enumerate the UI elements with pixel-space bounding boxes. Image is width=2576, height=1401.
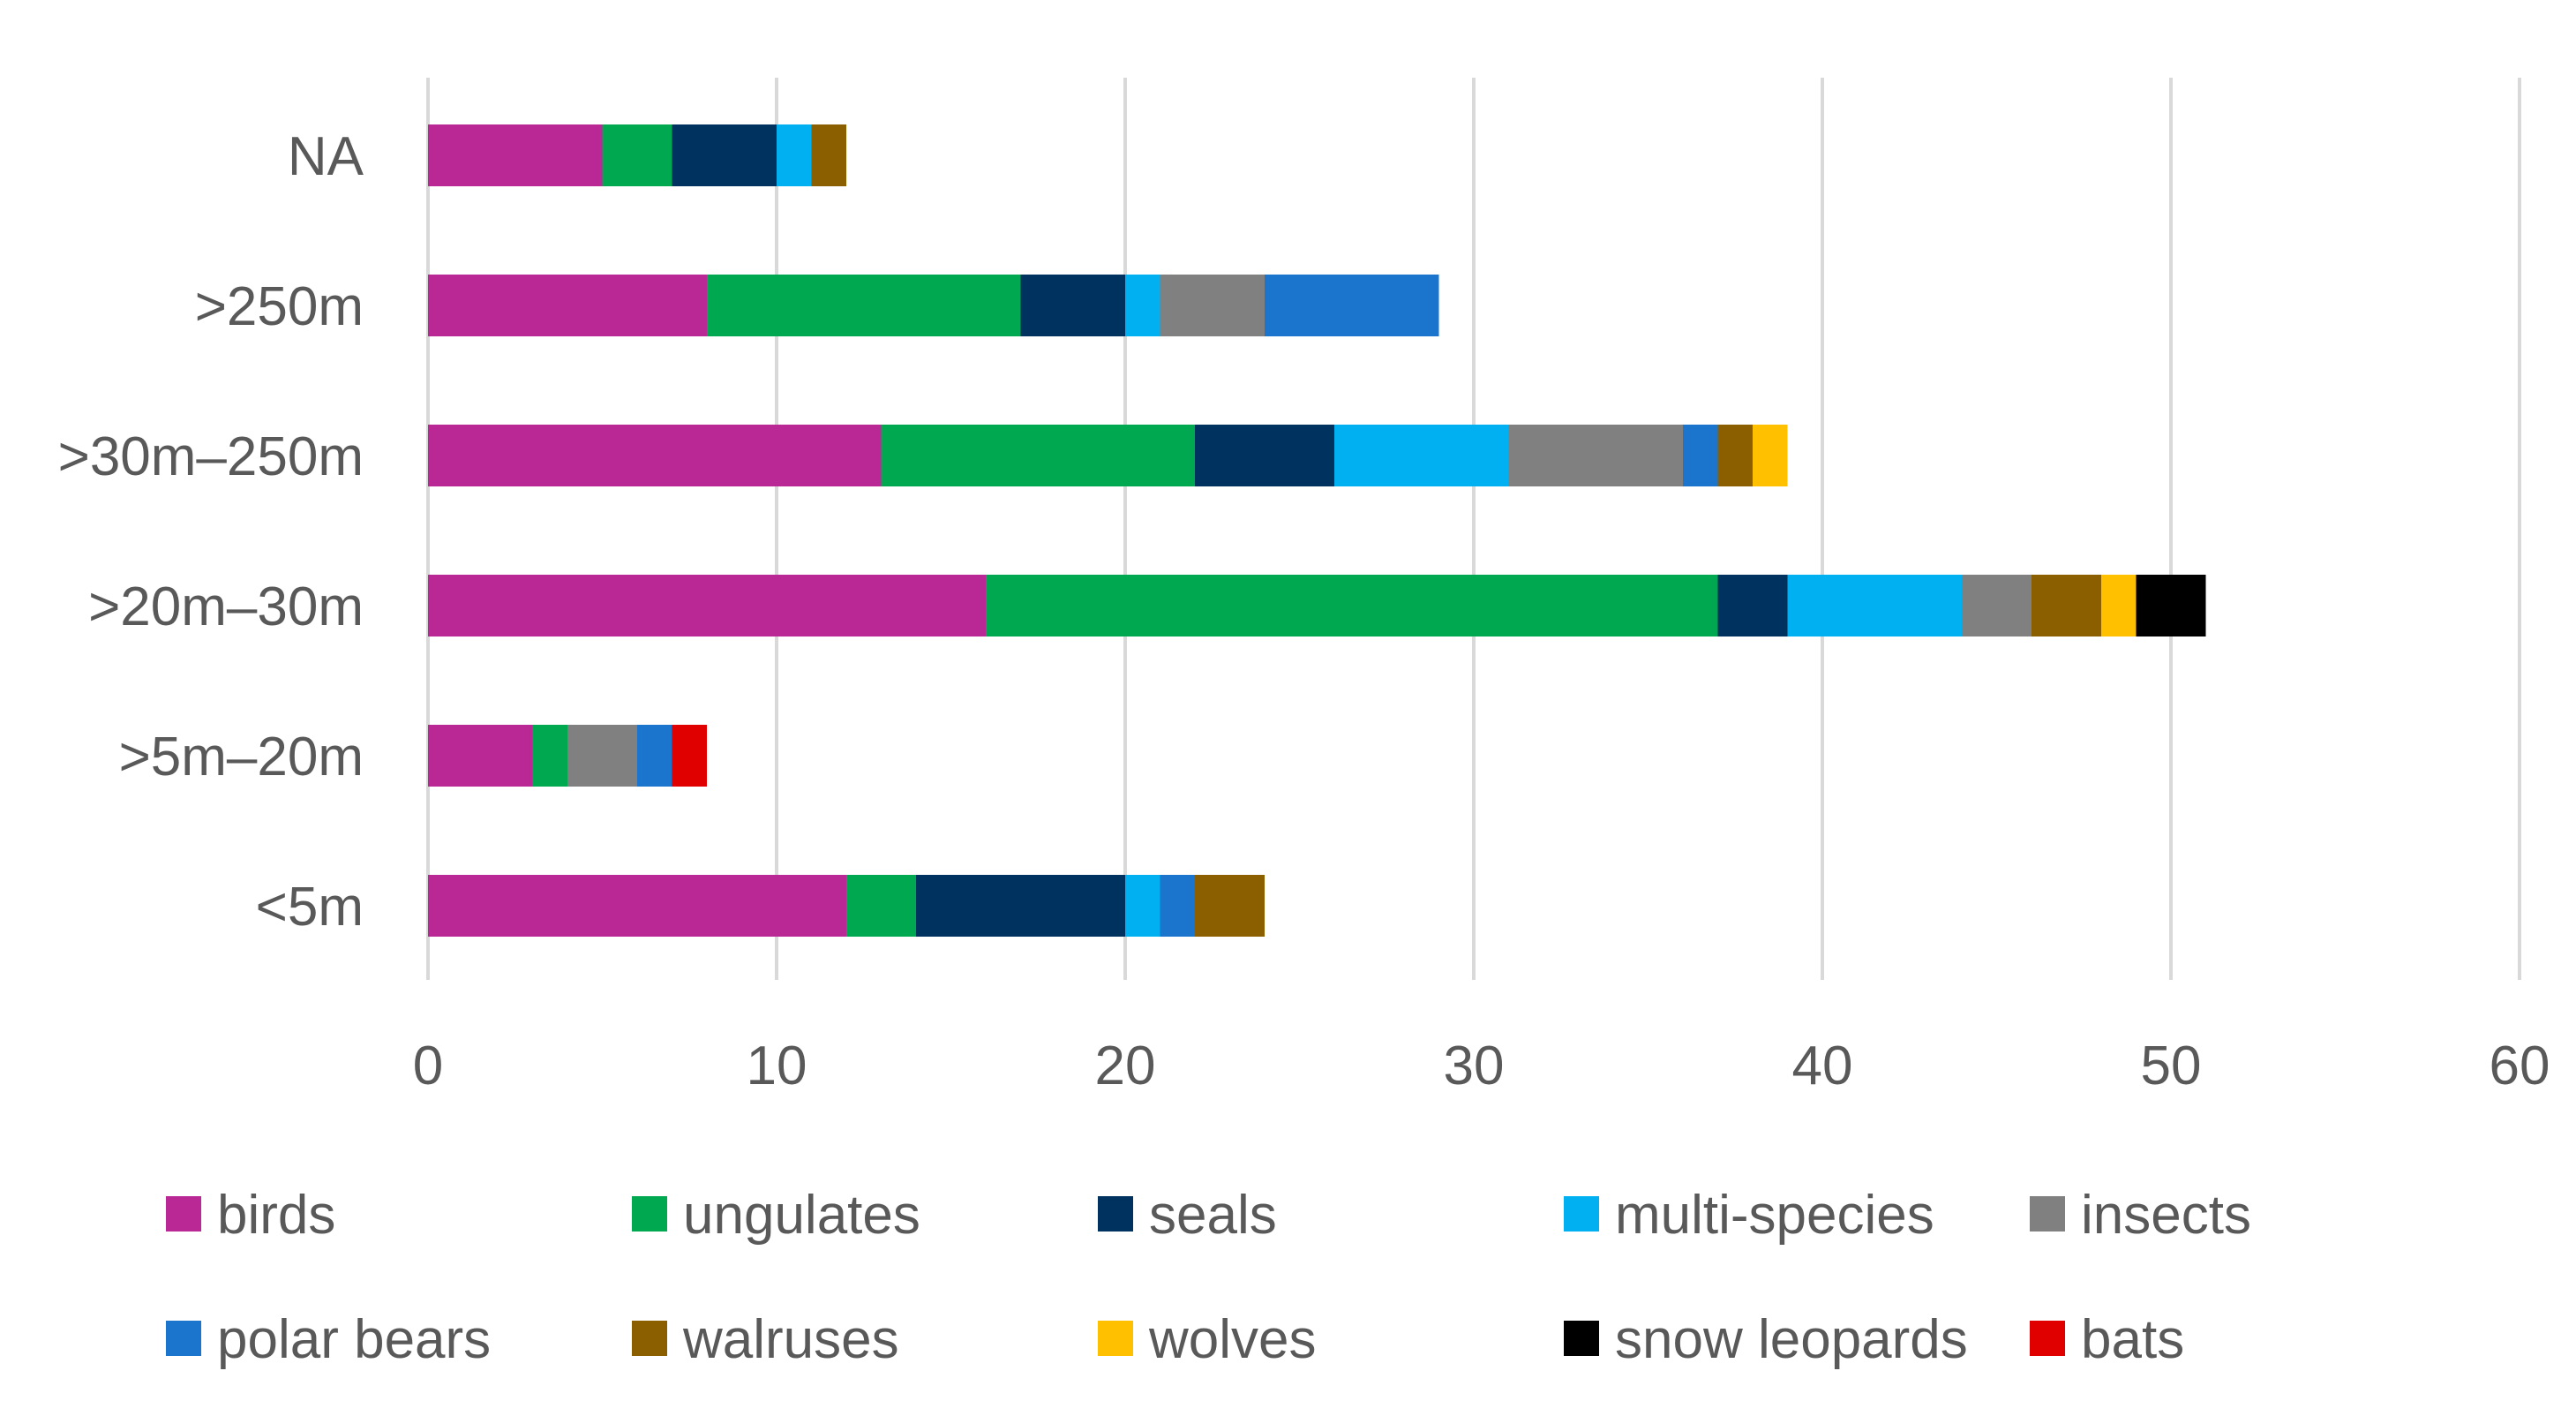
bar-segment-wolves [1753, 425, 1788, 486]
legend-label-seals: seals [1149, 1185, 1277, 1246]
legend-label-walruses: walruses [682, 1309, 899, 1370]
x-tick-label: 10 [747, 1036, 807, 1096]
bar-segment-ungulates [602, 124, 672, 186]
bar-segment-ungulates [707, 275, 1021, 336]
legend-swatch-birds [166, 1196, 201, 1232]
x-tick-label: 50 [2141, 1036, 2202, 1096]
bar-segment-birds [428, 124, 603, 186]
bar-segment-wolves [2101, 575, 2137, 636]
bar-segment-walruses [811, 124, 846, 186]
bar-segment-insects [567, 725, 637, 787]
bar-segment-ungulates [881, 425, 1195, 486]
y-axis-tick-labels: NA >250m >30m–250m >20m–30m >5m–20m <5m [58, 126, 364, 938]
legend-label-birds: birds [217, 1185, 335, 1246]
bar-segment-polar-bears [1160, 875, 1195, 937]
bar-segment-seals [1020, 275, 1125, 336]
legend-label-wolves: wolves [1148, 1309, 1317, 1370]
bar-segment-multi-species [1787, 575, 1962, 636]
legend-swatch-walruses [632, 1321, 667, 1356]
legend-label-polar-bears: polar bears [217, 1309, 491, 1370]
bar-segment-birds [428, 725, 533, 787]
legend-swatch-insects [2030, 1196, 2065, 1232]
bar-segment-birds [428, 425, 882, 486]
x-axis-tick-labels: 0 10 20 30 40 50 60 [413, 1036, 2550, 1096]
legend: birds ungulates seals multi-species insects p… [166, 1185, 2251, 1370]
bar-segment-insects [1962, 575, 2032, 636]
legend-label-bats: bats [2081, 1309, 2184, 1370]
x-tick-label: 20 [1095, 1036, 1156, 1096]
legend-swatch-seals [1098, 1196, 1133, 1232]
bar-segment-multi-species [777, 124, 812, 186]
y-tick-label: <5m [256, 877, 364, 938]
legend-swatch-multi-species [1564, 1196, 1599, 1232]
bar-segment-ungulates [846, 875, 916, 937]
legend-swatch-wolves [1098, 1321, 1133, 1356]
y-tick-label: >5m–20m [119, 727, 364, 787]
bar-segment-walruses [1195, 875, 1265, 937]
y-tick-label: >20m–30m [88, 576, 364, 637]
bar-segment-ungulates [986, 575, 1718, 636]
bars [428, 124, 2206, 937]
bar-segment-seals [1195, 425, 1334, 486]
bar-segment-insects [1160, 275, 1265, 336]
y-tick-label: >30m–250m [58, 426, 364, 487]
bar-segment-birds [428, 575, 986, 636]
bar-segment-snow-leopards [2136, 575, 2206, 636]
bar-segment-multi-species [1125, 275, 1160, 336]
legend-swatch-ungulates [632, 1196, 667, 1232]
bar-segment-polar-bears [637, 725, 672, 787]
legend-swatch-polar-bears [166, 1321, 201, 1356]
bar-segment-polar-bears [1265, 275, 1439, 336]
bar-segment-insects [1508, 425, 1683, 486]
bar-segment-birds [428, 875, 846, 937]
bar-segment-multi-species [1125, 875, 1160, 937]
legend-label-insects: insects [2081, 1185, 2251, 1246]
legend-swatch-snow-leopards [1564, 1321, 1599, 1356]
legend-label-multi-species: multi-species [1615, 1185, 1934, 1246]
bar-segment-bats [672, 725, 707, 787]
bar-segment-seals [1717, 575, 1788, 636]
bar-segment-birds [428, 275, 707, 336]
y-tick-label: NA [288, 126, 364, 187]
legend-label-snow-leopards: snow leopards [1615, 1309, 1968, 1370]
bar-segment-seals [916, 875, 1125, 937]
legend-swatch-bats [2030, 1321, 2065, 1356]
gridlines [426, 78, 2521, 980]
x-tick-label: 0 [413, 1036, 443, 1096]
bar-segment-multi-species [1334, 425, 1509, 486]
x-tick-label: 30 [1444, 1036, 1505, 1096]
y-tick-label: >250m [195, 276, 364, 337]
bar-segment-seals [672, 124, 777, 186]
bar-segment-polar-bears [1683, 425, 1718, 486]
legend-label-ungulates: ungulates [683, 1185, 920, 1246]
bar-segment-ungulates [532, 725, 567, 787]
x-tick-label: 40 [1792, 1036, 1853, 1096]
bar-segment-walruses [1717, 425, 1753, 486]
x-tick-label: 60 [2490, 1036, 2550, 1096]
bar-segment-walruses [2032, 575, 2101, 636]
